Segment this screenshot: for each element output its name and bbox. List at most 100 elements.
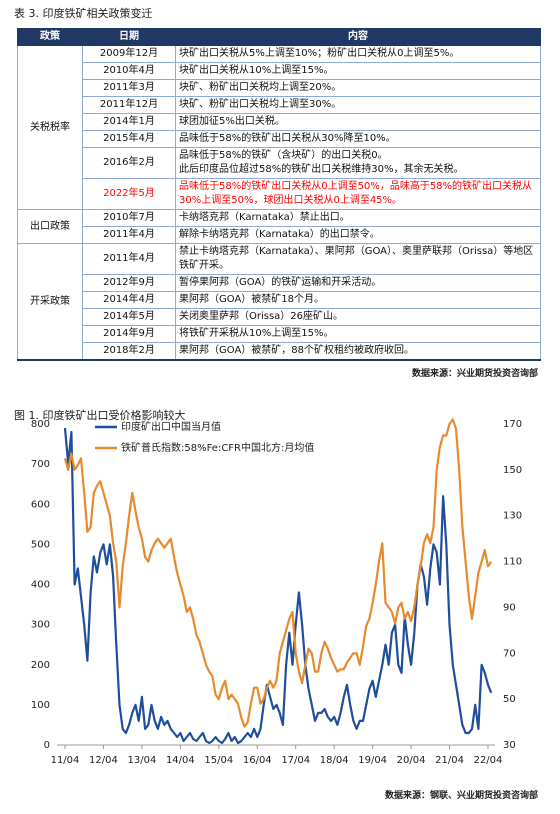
y2-tick-label: 50 bbox=[503, 694, 516, 705]
date-cell: 2011年4月 bbox=[82, 226, 176, 244]
y-tick-label: 100 bbox=[31, 700, 50, 711]
content-cell: 暂停果阿邦（GOA）的铁矿运输和开采活动。 bbox=[175, 274, 541, 292]
table-row: 2010年4月 块矿出口关税从10%上调至15%。 bbox=[18, 62, 541, 80]
table-row: 2011年3月 块矿、粉矿出口关税均上调至20%。 bbox=[18, 79, 541, 97]
y-tick-label: 700 bbox=[31, 459, 50, 470]
content-cell: 品味低于58%的铁矿（含块矿）的出口关税0。此后印度品位超过58%的铁矿出口关税… bbox=[175, 147, 541, 179]
y2-tick-label: 150 bbox=[503, 465, 522, 476]
date-cell: 2010年4月 bbox=[82, 62, 176, 80]
table-title: 表 3. 印度铁矿相关政策变迁 bbox=[14, 7, 153, 20]
content-cell: 果阿邦（GOA）被禁矿，88个矿权租约被政府收回。 bbox=[175, 342, 541, 361]
y2-tick-label: 70 bbox=[503, 648, 516, 659]
y-tick-label: 300 bbox=[31, 620, 50, 631]
content-line: 禁止卡纳塔克邦（Karnataka）、果阿邦（GOA）、奥里萨联邦（Orissa… bbox=[179, 246, 534, 271]
content-line: 果阿邦（GOA）被禁矿18个月。 bbox=[179, 294, 325, 305]
series-line bbox=[63, 418, 493, 728]
table-row: 2014年4月 果阿邦（GOA）被禁矿18个月。 bbox=[18, 291, 541, 309]
content-line: 暂停果阿邦（GOA）的铁矿运输和开采活动。 bbox=[179, 277, 382, 288]
content-cell: 将铁矿开采税从10%上调至15%。 bbox=[175, 325, 541, 343]
content-line: 块矿、粉矿出口关税均上调至30%。 bbox=[179, 99, 342, 110]
content-line: 品味低于58%的铁矿出口关税从30%降至10%。 bbox=[179, 133, 396, 144]
table-row: 2016年2月 品味低于58%的铁矿（含块矿）的出口关税0。此后印度品位超过58%… bbox=[18, 147, 541, 179]
y2-tick-label: 170 bbox=[503, 419, 522, 430]
date-cell: 2011年3月 bbox=[82, 79, 176, 97]
content-cell: 块矿、粉矿出口关税均上调至20%。 bbox=[175, 79, 541, 97]
policy-cell: 关税税率 bbox=[17, 45, 83, 210]
content-cell: 禁止卡纳塔克邦（Karnataka）、果阿邦（GOA）、奥里萨联邦（Orissa… bbox=[175, 243, 541, 275]
header-cell: 内容 bbox=[175, 28, 541, 46]
content-line: 品味低于58%的铁矿出口关税从0上调至50%，品味高于58%的铁矿出口关税从30… bbox=[179, 181, 533, 206]
x-tick-label: 13/04 bbox=[127, 755, 156, 766]
header-cell: 政策 bbox=[17, 28, 83, 46]
content-line: 块矿出口关税从10%上调至15%。 bbox=[179, 65, 334, 76]
content-cell: 块矿、粉矿出口关税均上调至30%。 bbox=[175, 96, 541, 114]
date-cell: 2010年7月 bbox=[82, 209, 176, 227]
y2-tick-label: 110 bbox=[503, 557, 522, 568]
content-cell: 块矿出口关税从10%上调至15%。 bbox=[175, 62, 541, 80]
chart-source: 数据来源：钢联、兴业期货投资咨询部 bbox=[384, 791, 538, 801]
x-tick-label: 11/04 bbox=[51, 755, 80, 766]
date-cell: 2012年9月 bbox=[82, 274, 176, 292]
table-row: 开采政策 2011年4月 禁止卡纳塔克邦（Karnataka）、果阿邦（GOA）、奥… bbox=[17, 243, 541, 361]
date-cell: 2011年12月 bbox=[82, 96, 176, 114]
y-tick-label: 400 bbox=[31, 580, 50, 591]
x-tick-label: 16/04 bbox=[243, 755, 272, 766]
date-cell: 2022年5月 bbox=[82, 178, 176, 210]
date-cell: 2014年1月 bbox=[82, 113, 176, 131]
table-row: 2015年4月 品味低于58%的铁矿出口关税从30%降至10%。 bbox=[18, 130, 541, 148]
table-row: 出口政策 2010年7月 卡纳塔克邦（Karnataka）禁止出口。 bbox=[17, 209, 541, 244]
table-row: 关税税率 2009年12月 块矿出口关税从5%上调至10%；粉矿出口关税从0上调至5… bbox=[17, 45, 541, 210]
date-cell: 2018年2月 bbox=[82, 342, 176, 361]
table-row: 2011年12月 块矿、粉矿出口关税均上调至30%。 bbox=[18, 96, 541, 114]
content-line: 将铁矿开采税从10%上调至15%。 bbox=[179, 328, 334, 339]
content-cell: 块矿出口关税从5%上调至10%；粉矿出口关税从0上调至5%。 bbox=[175, 45, 541, 63]
content-cell: 球团加征5%出口关税。 bbox=[175, 113, 541, 131]
table-source: 数据来源：兴业期货投资咨询部 bbox=[411, 369, 538, 379]
date-cell: 2011年4月 bbox=[82, 243, 176, 275]
table-row: 2014年1月 球团加征5%出口关税。 bbox=[18, 113, 541, 131]
table-row: 2011年4月 解除卡纳塔克邦（Karnataka）的出口禁令。 bbox=[18, 226, 541, 244]
policy-cell: 出口政策 bbox=[17, 209, 83, 244]
table-row: 2014年5月 关闭奥里萨邦（Orissa）26座矿山。 bbox=[18, 308, 541, 326]
date-cell: 2014年5月 bbox=[82, 308, 176, 326]
content-cell: 果阿邦（GOA）被禁矿18个月。 bbox=[175, 291, 541, 309]
x-tick-label: 18/04 bbox=[320, 755, 349, 766]
policy-table: 政策 日期 内容 关税税率 2009年12月 块矿出口关税从5%上调至10%；粉矿出口关税… bbox=[17, 28, 541, 361]
content-line: 品味低于58%的铁矿（含块矿）的出口关税0。 bbox=[179, 150, 388, 161]
date-cell: 2014年9月 bbox=[82, 325, 176, 343]
x-tick-label: 15/04 bbox=[204, 755, 233, 766]
content-line: 球团加征5%出口关税。 bbox=[179, 116, 285, 127]
table-row: 2012年9月 暂停果阿邦（GOA）的铁矿运输和开采活动。 bbox=[18, 274, 541, 292]
content-cell: 品味低于58%的铁矿出口关税从30%降至10%。 bbox=[175, 130, 541, 148]
x-tick-label: 19/04 bbox=[358, 755, 387, 766]
x-tick-label: 21/04 bbox=[435, 755, 464, 766]
y2-tick-label: 90 bbox=[503, 602, 516, 613]
y-tick-label: 800 bbox=[31, 419, 50, 430]
content-line: 卡纳塔克邦（Karnataka）禁止出口。 bbox=[179, 212, 350, 223]
x-tick-label: 20/04 bbox=[397, 755, 426, 766]
header-cell: 日期 bbox=[82, 28, 176, 46]
date-cell: 2009年12月 bbox=[82, 45, 176, 63]
x-tick-label: 17/04 bbox=[281, 755, 310, 766]
y-tick-label: 200 bbox=[31, 660, 50, 671]
x-tick-label: 22/04 bbox=[474, 755, 503, 766]
legend-label: 铁矿普氏指数:58%Fe:CFR中国北方:月均值 bbox=[121, 441, 314, 454]
content-cell: 品味低于58%的铁矿出口关税从0上调至50%，品味高于58%的铁矿出口关税从30… bbox=[175, 178, 541, 210]
content-line: 此后印度品位超过58%的铁矿出口关税维持30%，其余无关税。 bbox=[179, 164, 464, 175]
content-line: 块矿、粉矿出口关税均上调至20%。 bbox=[179, 82, 342, 93]
legend-label: 印度矿出口中国当月值 bbox=[121, 420, 221, 433]
y-tick-label: 0 bbox=[44, 740, 50, 751]
content-line: 块矿出口关税从5%上调至10%；粉矿出口关税从0上调至5%。 bbox=[179, 48, 460, 59]
content-line: 关闭奥里萨邦（Orissa）26座矿山。 bbox=[179, 311, 344, 322]
date-cell: 2015年4月 bbox=[82, 130, 176, 148]
content-cell: 卡纳塔克邦（Karnataka）禁止出口。 bbox=[175, 209, 541, 227]
table-row: 2018年2月 果阿邦（GOA）被禁矿，88个矿权租约被政府收回。 bbox=[18, 342, 541, 361]
date-cell: 2016年2月 bbox=[82, 147, 176, 179]
figure-title: 图 1. 印度铁矿出口受价格影响较大 bbox=[14, 409, 186, 422]
content-cell: 解除卡纳塔克邦（Karnataka）的出口禁令。 bbox=[175, 226, 541, 244]
x-tick-label: 12/04 bbox=[89, 755, 118, 766]
table-row: 2014年9月 将铁矿开采税从10%上调至15%。 bbox=[18, 325, 541, 343]
content-cell: 关闭奥里萨邦（Orissa）26座矿山。 bbox=[175, 308, 541, 326]
x-tick-label: 14/04 bbox=[166, 755, 195, 766]
